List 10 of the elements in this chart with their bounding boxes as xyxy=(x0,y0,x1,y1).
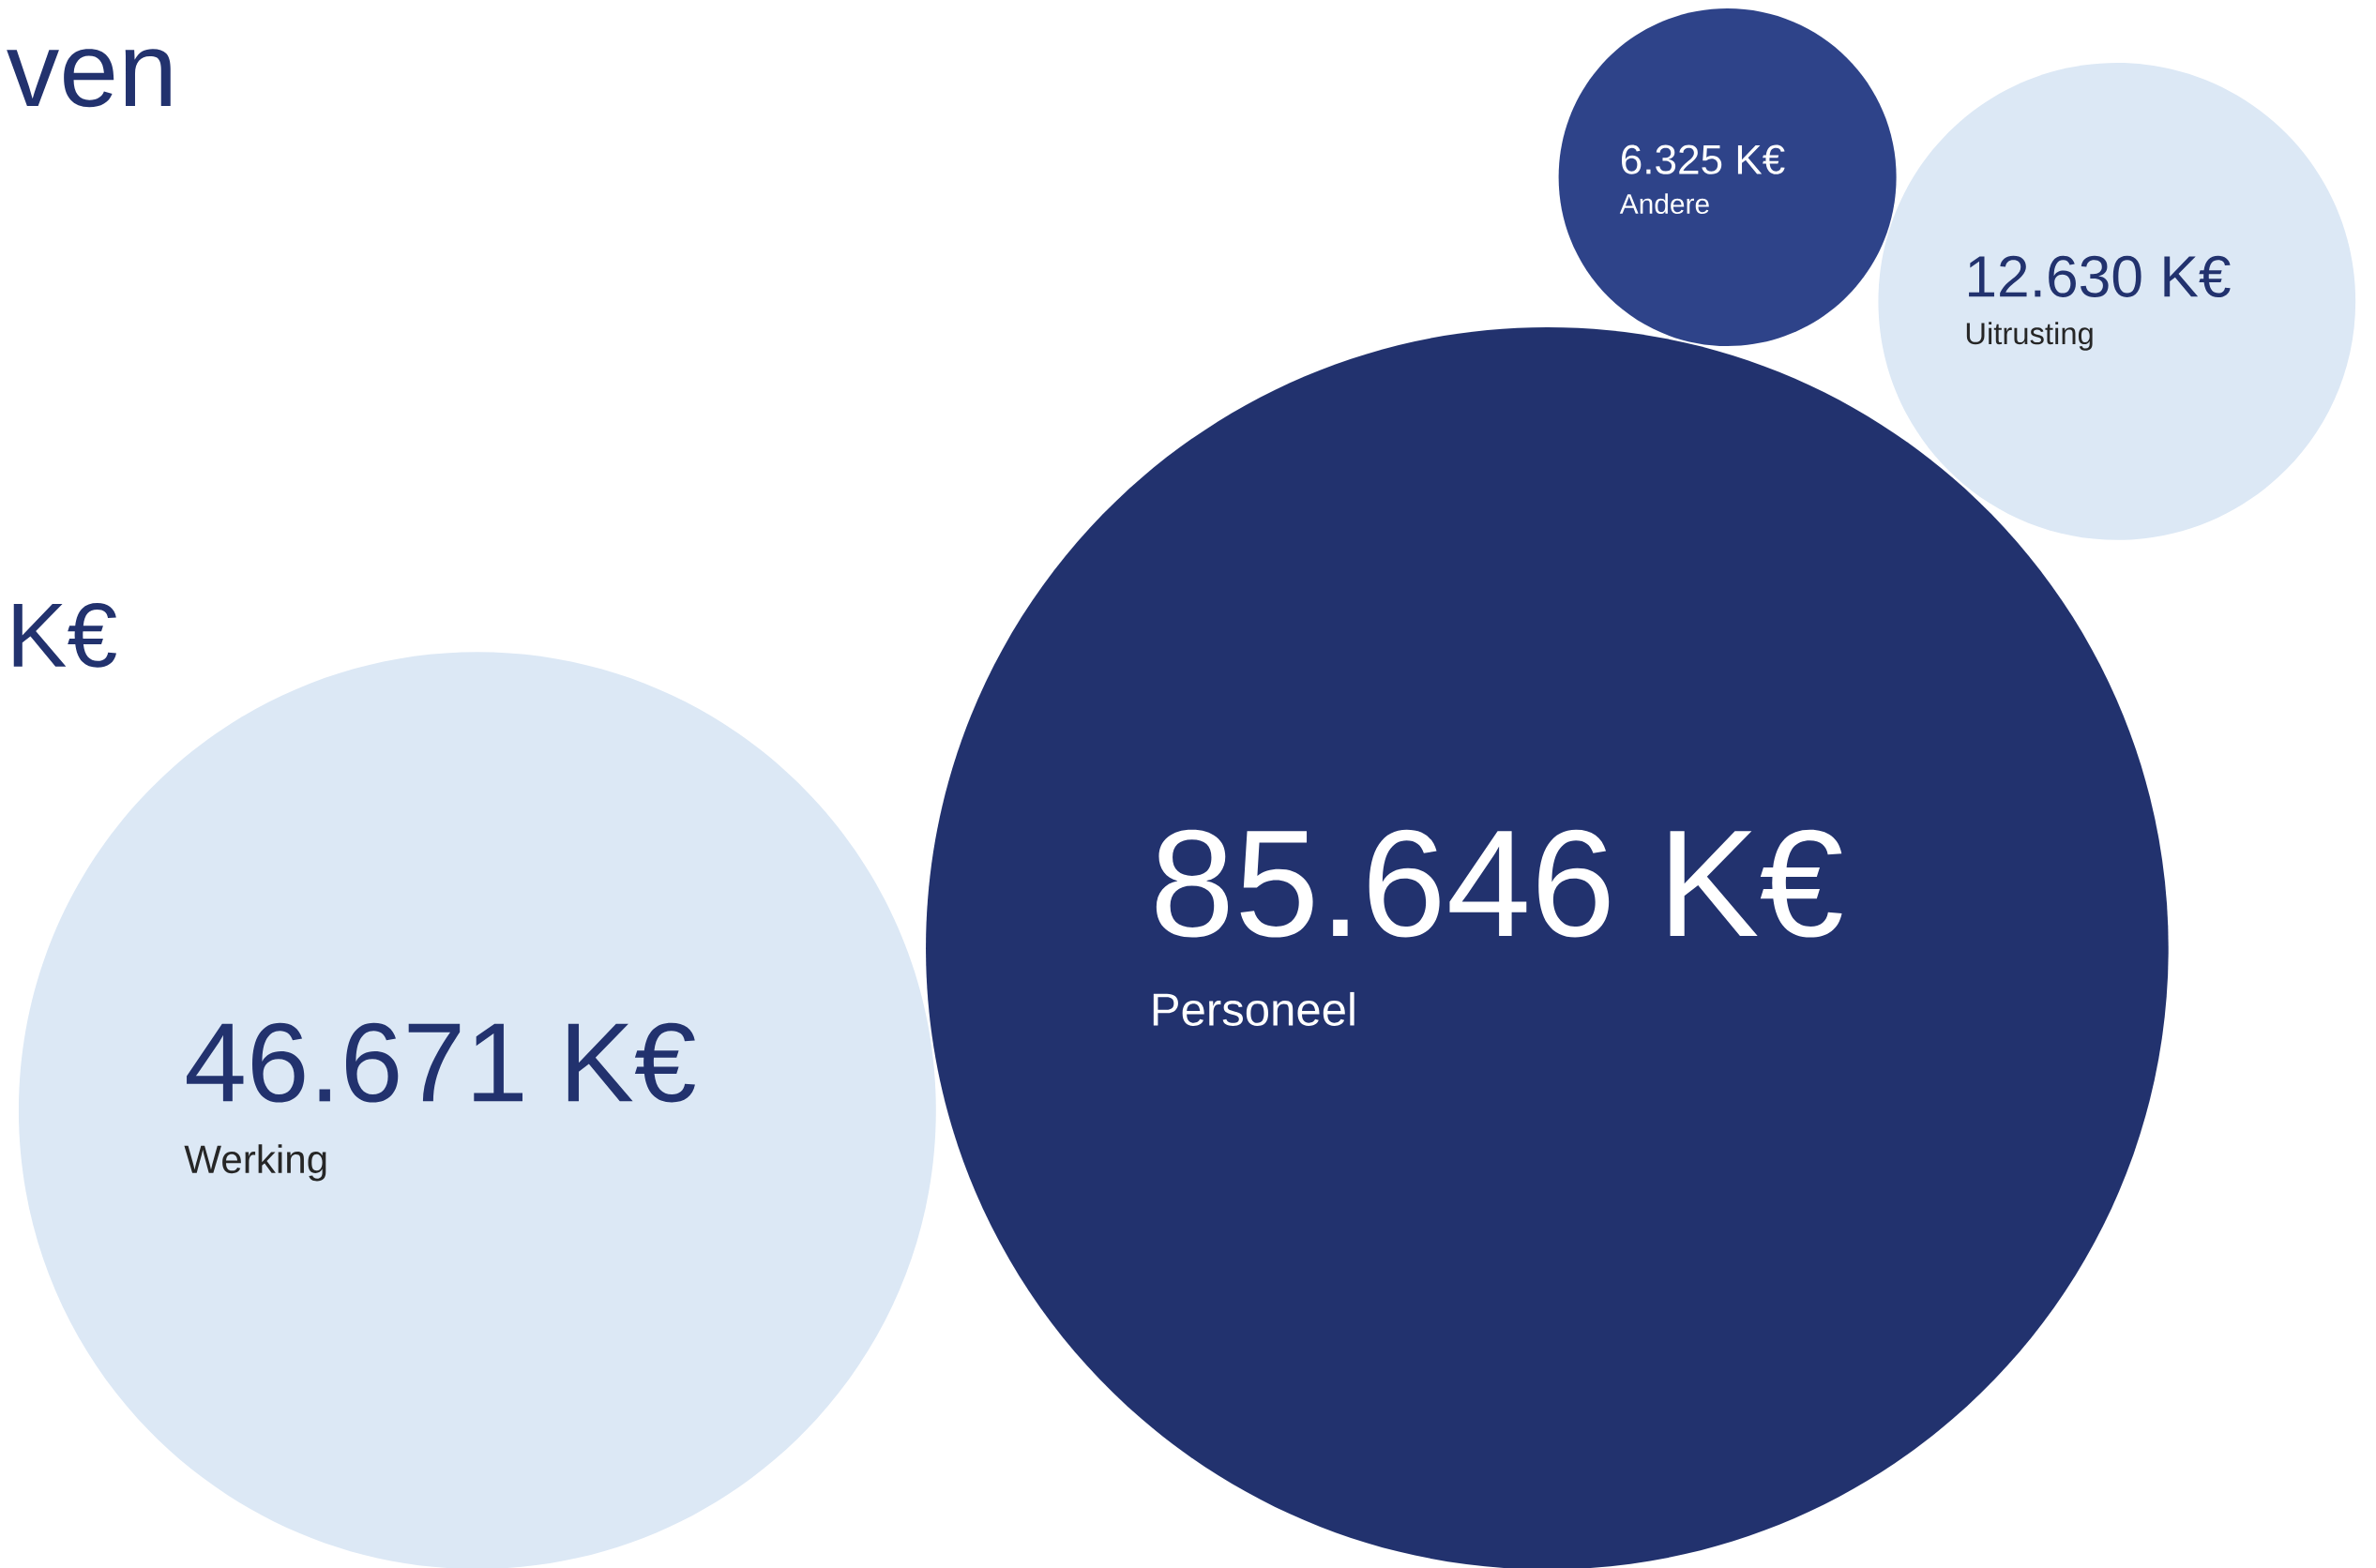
data-label: 85.646 K€ xyxy=(1156,829,1842,938)
category-label: Personeel xyxy=(1153,991,1354,1026)
data-label: 46.671 K€ xyxy=(187,1022,695,1103)
text: ven xyxy=(7,49,171,108)
category-label: Andere xyxy=(1619,193,1709,215)
category-label: Werking xyxy=(184,1144,326,1182)
category-label: Uitrusting xyxy=(1966,322,2093,351)
text: K€ xyxy=(13,603,116,668)
data-label: 6.325 K€ xyxy=(1621,144,1785,174)
data-label: 12.630 K€ xyxy=(1969,255,2231,297)
